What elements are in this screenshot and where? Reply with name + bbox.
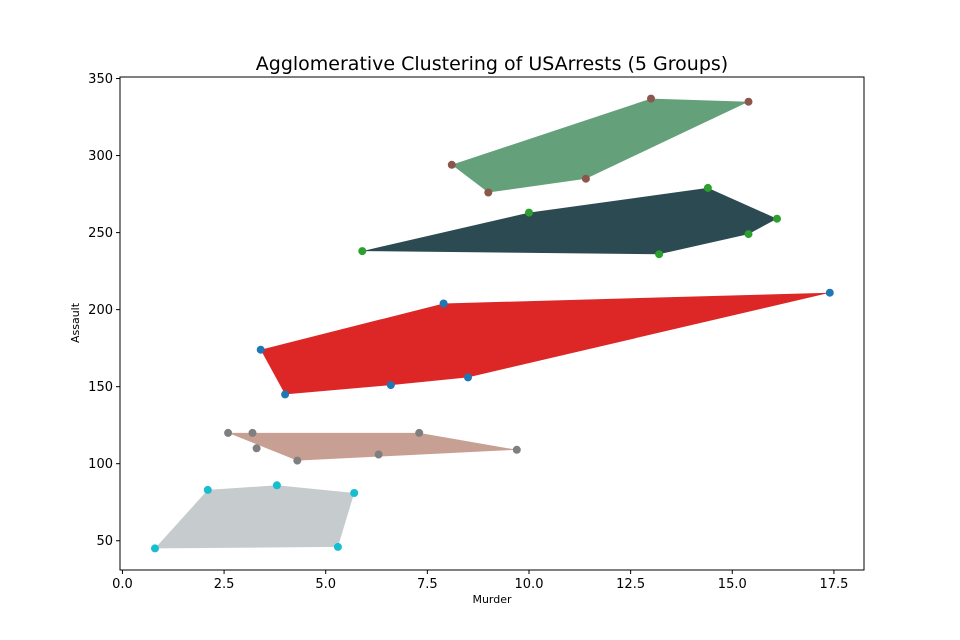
cluster-1 <box>447 94 753 197</box>
y-tick-label: 50 <box>96 534 113 549</box>
data-point <box>744 97 753 106</box>
data-point <box>647 94 655 103</box>
data-point <box>272 481 281 490</box>
data-point <box>333 542 342 551</box>
y-tick-label: 100 <box>88 457 113 472</box>
cluster-5 <box>151 481 359 553</box>
plot-frame <box>119 76 865 571</box>
data-point <box>350 489 359 497</box>
data-point <box>464 373 472 382</box>
y-tick-label: 200 <box>88 303 113 318</box>
data-point <box>415 428 424 437</box>
y-tick-label: 300 <box>88 149 113 164</box>
cluster-4-hull <box>228 432 517 461</box>
chart-title: Agglomerative Clustering of USArrests (5… <box>256 53 728 75</box>
data-point <box>248 428 257 437</box>
x-tick-label: 12.5 <box>616 577 645 592</box>
data-point <box>358 247 367 256</box>
data-point <box>151 544 159 553</box>
x-tick-label: 7.5 <box>417 577 438 592</box>
data-point <box>525 208 533 217</box>
x-axis: 0.0 2.5 5.0 7.5 10.0 12.5 15.0 17.5 <box>112 570 848 592</box>
data-point <box>252 444 261 453</box>
y-axis-label: Assault <box>69 302 82 343</box>
y-tick-label: 150 <box>88 380 113 395</box>
cluster-2-hull <box>362 187 777 255</box>
data-point <box>224 428 233 437</box>
data-point <box>374 450 383 459</box>
data-point <box>256 345 265 354</box>
data-point <box>655 250 664 259</box>
cluster-3-hull <box>260 292 830 395</box>
data-point <box>512 445 521 454</box>
x-tick-label: 17.5 <box>819 577 848 592</box>
data-point <box>281 390 290 399</box>
x-axis-label: Murder <box>472 593 512 606</box>
data-point <box>825 288 834 297</box>
x-tick-label: 5.0 <box>315 577 336 592</box>
y-tick-label: 250 <box>88 226 113 241</box>
cluster-3 <box>256 288 834 399</box>
data-point <box>581 174 590 183</box>
y-tick-label: 350 <box>88 72 113 87</box>
data-point <box>203 485 212 494</box>
data-point <box>703 183 712 192</box>
data-point <box>484 188 493 197</box>
x-tick-label: 2.5 <box>214 577 235 592</box>
x-tick-label: 15.0 <box>718 577 747 592</box>
cluster-5-hull <box>155 485 355 549</box>
data-point <box>447 160 456 169</box>
plot-area <box>151 94 834 553</box>
y-axis: 50 100 150 200 250 300 350 <box>88 72 120 549</box>
data-point <box>439 299 448 308</box>
cluster-1-hull <box>451 98 749 193</box>
data-point <box>386 381 395 390</box>
x-tick-label: 10.0 <box>515 577 544 592</box>
cluster-2 <box>358 183 781 259</box>
x-tick-label: 0.0 <box>112 577 133 592</box>
cluster-4 <box>224 428 521 465</box>
data-point <box>773 214 781 223</box>
data-point <box>293 456 302 465</box>
data-point <box>744 230 753 239</box>
